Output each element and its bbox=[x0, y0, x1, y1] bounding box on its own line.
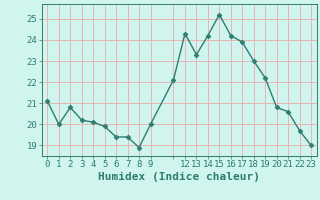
X-axis label: Humidex (Indice chaleur): Humidex (Indice chaleur) bbox=[98, 172, 260, 182]
